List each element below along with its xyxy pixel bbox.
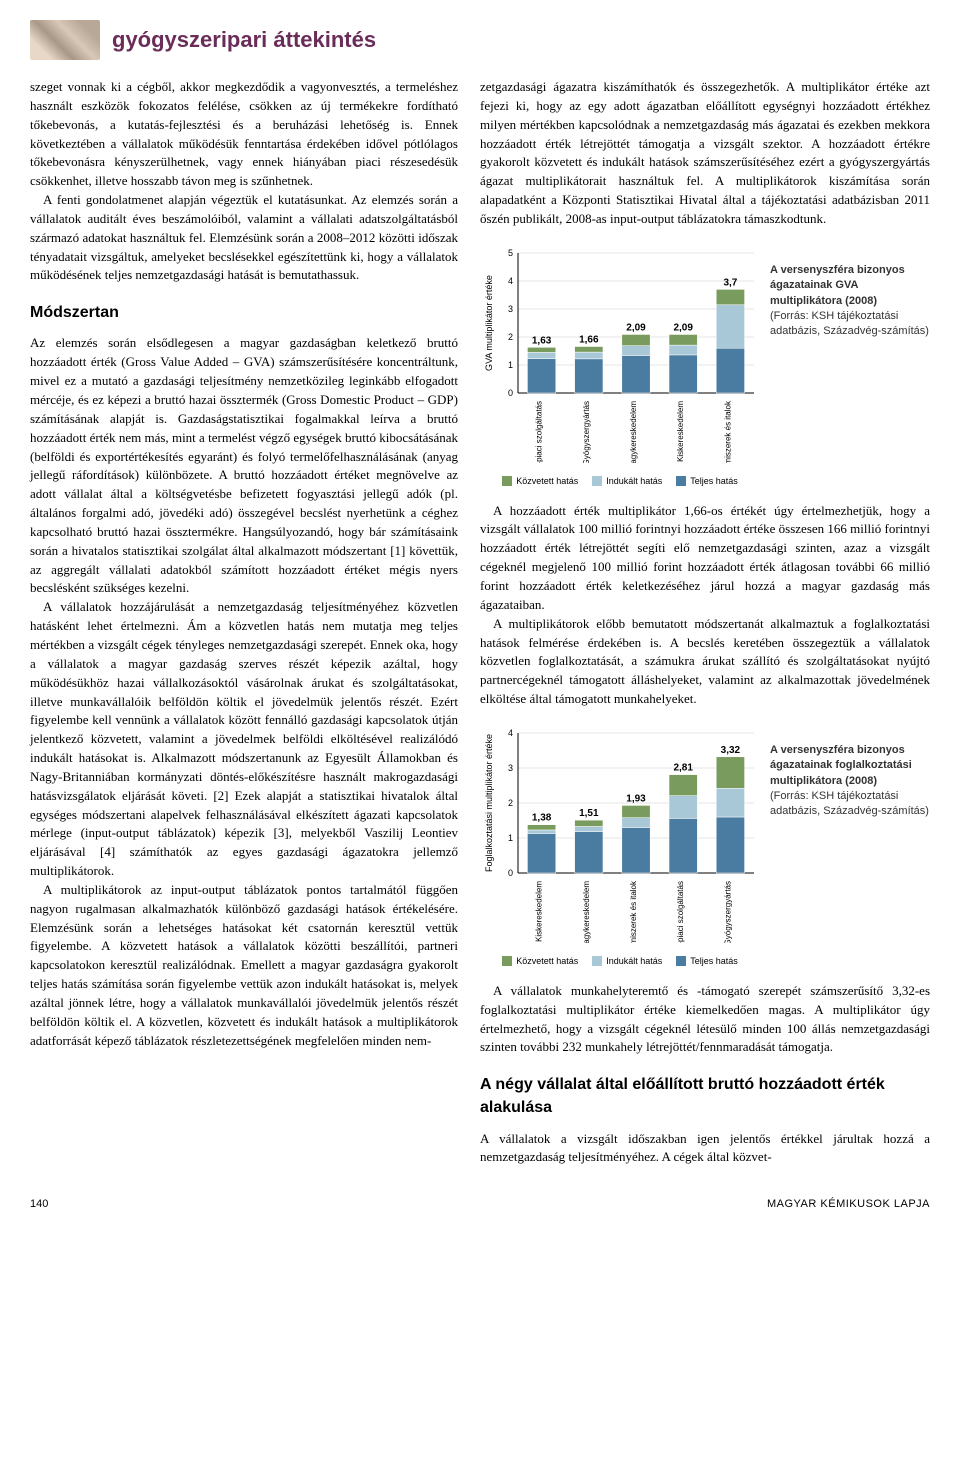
legend-item: Teljes hatás xyxy=(676,955,738,968)
svg-text:2,81: 2,81 xyxy=(673,763,693,774)
svg-text:1,38: 1,38 xyxy=(532,813,552,824)
chart-legend: Közvetett hatás Indukált hatás Teljes ha… xyxy=(480,475,760,488)
gva-chart-svg: 0 1 2 3 4 5 GVA multiplikátor értéke 1,63 Munkae… xyxy=(480,243,760,463)
svg-text:1: 1 xyxy=(508,833,513,843)
chart-legend: Közvetett hatás Indukált hatás Teljes ha… xyxy=(480,955,760,968)
section-heading-method: Módszertan xyxy=(30,301,458,324)
svg-text:4: 4 xyxy=(508,728,513,738)
employment-chart-block: 0 1 2 3 4 Foglalkoztatási multiplikátor érték… xyxy=(480,723,930,968)
section-heading-four-companies: A négy vállalat által előállított bruttó… xyxy=(480,1073,930,1119)
para: Az elemzés során elsődlegesen a magyar g… xyxy=(30,334,458,598)
employment-chart: 0 1 2 3 4 Foglalkoztatási multiplikátor érték… xyxy=(480,723,760,968)
header-title: gyógyszeripari áttekintés xyxy=(112,24,376,56)
para: A fenti gondolatmenet alapján végeztük e… xyxy=(30,191,458,285)
svg-text:2,09: 2,09 xyxy=(626,322,646,333)
svg-text:2,09: 2,09 xyxy=(673,322,693,333)
svg-text:Gyógyszergyártás: Gyógyszergyártás xyxy=(723,881,732,943)
para: zetgazdasági ágazatra kiszámíthatók és ö… xyxy=(480,78,930,229)
right-column: zetgazdasági ágazatra kiszámíthatók és ö… xyxy=(480,78,930,1167)
svg-text:4: 4 xyxy=(508,276,513,286)
svg-text:2: 2 xyxy=(508,332,513,342)
footer: 140 MAGYAR KÉMIKUSOK LAPJA xyxy=(30,1197,930,1213)
svg-text:3,32: 3,32 xyxy=(721,745,741,756)
svg-text:2: 2 xyxy=(508,798,513,808)
svg-text:1,66: 1,66 xyxy=(579,334,599,345)
header: gyógyszeripari áttekintés xyxy=(30,20,930,60)
gva-chart: 0 1 2 3 4 5 GVA multiplikátor értéke 1,63 Munkae… xyxy=(480,243,760,488)
employment-chart-svg: 0 1 2 3 4 Foglalkoztatási multiplikátor érték… xyxy=(480,723,760,943)
caption-source: (Forrás: KSH tájékoztatási adatbázis, Sz… xyxy=(770,310,929,337)
svg-text:Foglalkoztatási multiplikátor: Foglalkoztatási multiplikátor értéke xyxy=(484,734,494,872)
gva-chart-block: 0 1 2 3 4 5 GVA multiplikátor értéke 1,63 Munkae… xyxy=(480,243,930,488)
svg-text:3: 3 xyxy=(508,763,513,773)
svg-text:5: 5 xyxy=(508,248,513,258)
para: A multiplikátorok előbb bemutatott módsz… xyxy=(480,615,930,709)
svg-text:Nagykereskedelem: Nagykereskedelem xyxy=(582,881,591,943)
svg-text:1,63: 1,63 xyxy=(532,335,552,346)
left-column: szeget vonnak ki a cégből, akkor megkezd… xyxy=(30,78,458,1167)
svg-text:Munkaerő-piaci szolgáltatás: Munkaerő-piaci szolgáltatás xyxy=(676,881,685,943)
para: szeget vonnak ki a cégből, akkor megkezd… xyxy=(30,78,458,191)
legend-item: Indukált hatás xyxy=(592,955,662,968)
caption-bold: A versenyszféra bizonyos ágazatainak fog… xyxy=(770,744,912,787)
svg-text:0: 0 xyxy=(508,388,513,398)
page-number: 140 xyxy=(30,1197,48,1213)
svg-text:GVA multiplikátor értéke: GVA multiplikátor értéke xyxy=(484,275,494,371)
svg-text:0: 0 xyxy=(508,868,513,878)
header-image xyxy=(30,20,100,60)
legend-item: Teljes hatás xyxy=(676,475,738,488)
svg-text:Munkaerő-piaci szolgáltatás: Munkaerő-piaci szolgáltatás xyxy=(535,401,544,463)
legend-label: Teljes hatás xyxy=(690,955,738,968)
para: A vállalatok hozzájárulását a nemzetgazd… xyxy=(30,598,458,881)
para: A multiplikátorok az input-output tábláz… xyxy=(30,881,458,1051)
caption-bold: A versenyszféra bizonyos ágazatainak GVA… xyxy=(770,264,905,307)
legend-label: Indukált hatás xyxy=(606,475,662,488)
chart-caption: A versenyszféra bizonyos ágazatainak GVA… xyxy=(770,243,930,488)
legend-item: Közvetett hatás xyxy=(502,475,578,488)
caption-source: (Forrás: KSH tájékoztatási adatbázis, Sz… xyxy=(770,790,929,817)
svg-text:Élelmiszerek és italok: Élelmiszerek és italok xyxy=(723,400,732,463)
columns: szeget vonnak ki a cégből, akkor megkezd… xyxy=(30,78,930,1167)
svg-text:Kiskereskedelem: Kiskereskedelem xyxy=(676,400,685,461)
svg-text:Élelmiszerek és italok: Élelmiszerek és italok xyxy=(629,880,638,943)
legend-label: Közvetett hatás xyxy=(516,475,578,488)
legend-item: Közvetett hatás xyxy=(502,955,578,968)
para: A vállalatok a vizsgált időszakban igen … xyxy=(480,1130,930,1168)
para: A vállalatok munkahelyteremtő és -támoga… xyxy=(480,982,930,1057)
svg-text:Nagykereskedelem: Nagykereskedelem xyxy=(629,400,638,462)
legend-label: Közvetett hatás xyxy=(516,955,578,968)
legend-item: Indukált hatás xyxy=(592,475,662,488)
journal-name: MAGYAR KÉMIKUSOK LAPJA xyxy=(767,1197,930,1213)
svg-text:Kiskereskedelem: Kiskereskedelem xyxy=(535,881,544,942)
para: A hozzáadott érték multiplikátor 1,66-os… xyxy=(480,502,930,615)
page: gyógyszeripari áttekintés szeget vonnak … xyxy=(0,0,960,1233)
svg-text:3: 3 xyxy=(508,304,513,314)
legend-label: Indukált hatás xyxy=(606,955,662,968)
chart-caption: A versenyszféra bizonyos ágazatainak fog… xyxy=(770,723,930,968)
svg-text:Gyógyszergyártás: Gyógyszergyártás xyxy=(582,401,591,463)
legend-label: Teljes hatás xyxy=(690,475,738,488)
svg-text:1,51: 1,51 xyxy=(579,808,599,819)
svg-text:1,93: 1,93 xyxy=(626,793,646,804)
svg-text:1: 1 xyxy=(508,360,513,370)
svg-text:3,7: 3,7 xyxy=(723,277,737,288)
